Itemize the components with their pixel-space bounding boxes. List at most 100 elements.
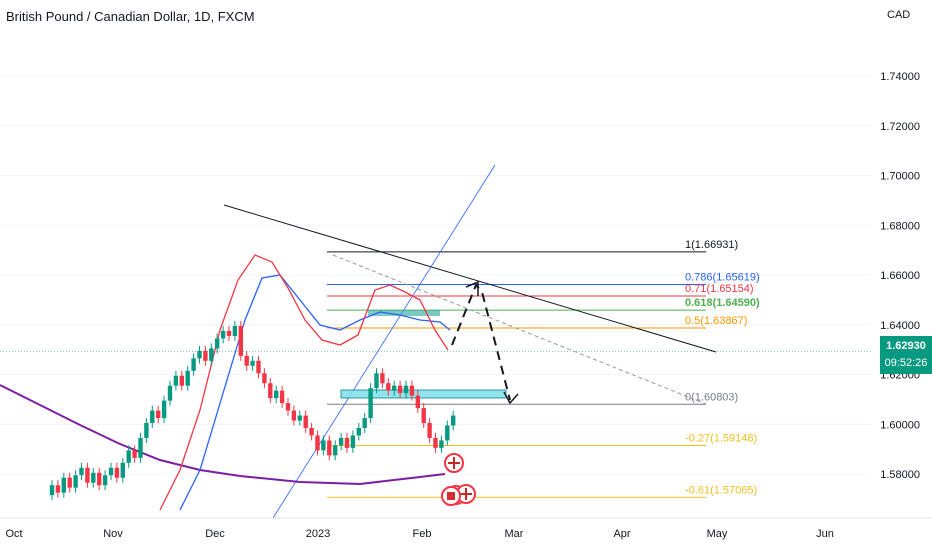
price-tick-label: 1.66000 — [880, 270, 920, 282]
candle-body — [49, 485, 55, 496]
candle-body — [451, 415, 456, 426]
candle-body — [250, 360, 255, 366]
time-axis-bg — [0, 518, 932, 550]
candle-body — [85, 467, 90, 483]
price-axis[interactable]: 1.580001.600001.620001.640001.660001.680… — [871, 0, 932, 518]
fib-level-label: -0.27(1.59148) — [685, 432, 757, 444]
candle-body — [55, 485, 61, 493]
candle-body — [244, 355, 249, 366]
candle-body — [315, 435, 320, 451]
candle-body — [333, 445, 338, 456]
time-tick-label: May — [707, 528, 728, 540]
time-tick-label: Apr — [613, 528, 630, 540]
fib-level-label: -0.61(1.57065) — [685, 484, 757, 496]
candle-body — [268, 383, 273, 399]
ema-slow-line — [179, 274, 451, 511]
ma-200-line — [0, 384, 446, 486]
candle-body — [403, 385, 409, 394]
time-tick-label: Oct — [5, 528, 22, 540]
candle-body — [114, 467, 120, 478]
time-tick-label: Mar — [505, 528, 524, 540]
candle-body — [150, 410, 155, 424]
candle-body — [368, 388, 373, 419]
candle-body — [386, 383, 391, 391]
time-tick-label: Feb — [413, 528, 432, 540]
fib-level-label: 1(1.66931) — [685, 239, 738, 251]
candle-body — [209, 348, 214, 361]
price-tick-label: 1.74000 — [880, 71, 920, 83]
candle-body — [321, 440, 326, 451]
candle-body — [439, 440, 444, 448]
candle-body — [380, 373, 385, 384]
currency-label: CAD — [887, 9, 911, 21]
candle-body — [203, 350, 208, 361]
candle-body — [262, 373, 267, 384]
candle-body — [409, 385, 415, 396]
fibonacci-levels[interactable]: 1(1.66931) 0.786(1.65619)0.71(1.65154) 0.6… — [327, 239, 760, 498]
fib-level-label: 0.5(1.63867) — [685, 315, 747, 327]
canada-flag-leaf — [447, 492, 455, 500]
price-axis-bg — [871, 0, 932, 518]
candle-body — [132, 450, 137, 458]
candle-body — [392, 385, 397, 391]
candle-body — [173, 375, 179, 386]
fib-level-label: 0.618(1.64590) — [685, 297, 760, 309]
candle-body — [232, 325, 238, 336]
ema-fast-line — [159, 254, 449, 511]
price-tick-label: 1.58000 — [880, 469, 920, 481]
candle-body — [161, 400, 167, 419]
symbol-title[interactable]: British Pound / Canadian Dollar, 1D, FXC… — [6, 9, 255, 24]
candle-body — [445, 425, 450, 441]
last-price: 1.62930 — [886, 340, 926, 352]
candle-body — [415, 395, 420, 409]
candle-body — [238, 325, 243, 356]
candle-body — [327, 440, 332, 456]
candle-body — [167, 385, 173, 401]
candle-body — [102, 475, 108, 486]
candle-body — [374, 373, 379, 389]
fib-level-label: 0.786(1.65619) — [685, 271, 760, 283]
candle-body — [108, 467, 114, 476]
candle-body — [215, 338, 220, 349]
time-axis[interactable]: Oct Nov Dec 2023 Feb Mar Apr May Jun — [0, 517, 932, 550]
drawings[interactable] — [223, 164, 717, 519]
bar-countdown: 09:52:26 — [884, 357, 928, 369]
candle-body — [362, 418, 367, 428]
time-tick-label: 2023 — [306, 528, 330, 540]
price-tick-label: 1.64000 — [880, 320, 920, 332]
candle-body — [291, 410, 297, 421]
candle-body — [97, 472, 102, 486]
candle-body — [226, 330, 232, 336]
candle-body — [197, 350, 202, 359]
projection-path-line — [451, 283, 511, 401]
candle-body — [303, 415, 308, 428]
descending-trendline — [223, 204, 717, 353]
candle-body — [285, 403, 291, 411]
time-tick-label: Dec — [205, 528, 225, 540]
candle-body — [191, 358, 196, 371]
projection-path[interactable] — [451, 280, 519, 405]
candle-body — [309, 427, 314, 436]
candle-body — [144, 423, 149, 438]
event-icons[interactable] — [441, 453, 476, 506]
projection-peak-marker — [465, 280, 479, 296]
last-price-tag: 1.62930 09:52:26 — [880, 336, 932, 374]
candle-body — [126, 450, 131, 463]
price-tick-label: 1.68000 — [880, 220, 920, 232]
candle-body — [397, 385, 403, 394]
candle-body — [344, 437, 350, 448]
candle-body — [185, 370, 190, 386]
candle-body — [179, 375, 184, 386]
support-zone — [340, 389, 507, 399]
resistance-zone — [368, 310, 440, 316]
candle-body — [427, 423, 432, 438]
candle-body — [350, 435, 356, 448]
candle-body — [79, 467, 84, 476]
candle-body — [274, 390, 279, 399]
dashed-trendline — [332, 254, 707, 405]
candles — [49, 320, 456, 501]
fib-level-label: 0.71(1.65154) — [685, 283, 754, 295]
candle-body — [73, 475, 78, 488]
candle-body — [120, 462, 125, 478]
